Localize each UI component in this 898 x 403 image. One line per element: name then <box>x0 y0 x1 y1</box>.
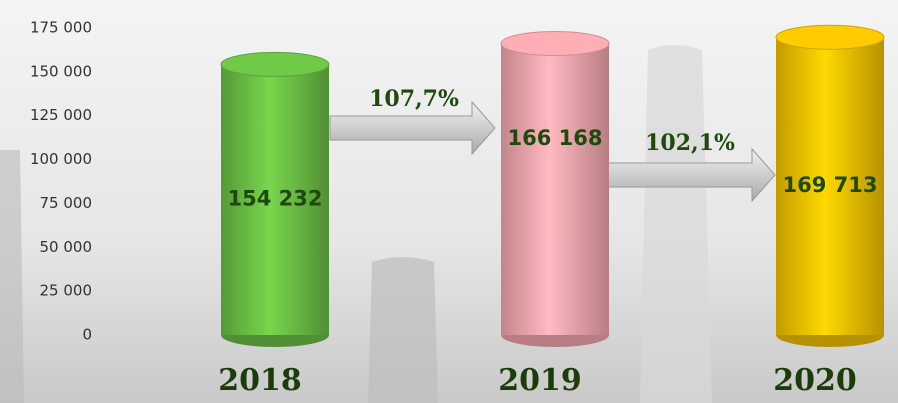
y-tick-label: 25 000 <box>40 282 93 300</box>
y-tick-label: 125 000 <box>30 106 92 124</box>
y-tick-label: 0 <box>82 326 92 344</box>
cylinder-top <box>220 51 330 77</box>
value-label: 154 232 <box>228 187 323 211</box>
arrow <box>607 147 776 203</box>
chimney <box>368 257 438 403</box>
annotation: 107,7% <box>369 86 459 112</box>
y-tick-label: 150 000 <box>30 62 92 80</box>
bar <box>501 43 609 336</box>
cylinder-top <box>775 24 885 50</box>
bar <box>221 64 329 335</box>
arrow <box>329 100 496 156</box>
y-tick-label: 175 000 <box>30 19 92 37</box>
annotation: 102,1% <box>645 130 735 156</box>
value-label: 169 713 <box>783 173 878 197</box>
y-tick-label: 100 000 <box>30 150 92 168</box>
y-tick-label: 75 000 <box>40 194 93 212</box>
value-label: 166 168 <box>508 126 603 150</box>
bar <box>776 37 884 336</box>
y-tick-label: 50 000 <box>40 238 93 256</box>
cylinder-top <box>500 30 610 56</box>
chimney <box>640 45 712 403</box>
x-tick-label: 2018 <box>218 363 302 398</box>
chimney <box>0 150 24 403</box>
x-tick-label: 2020 <box>773 363 857 398</box>
x-tick-label: 2019 <box>498 363 582 398</box>
